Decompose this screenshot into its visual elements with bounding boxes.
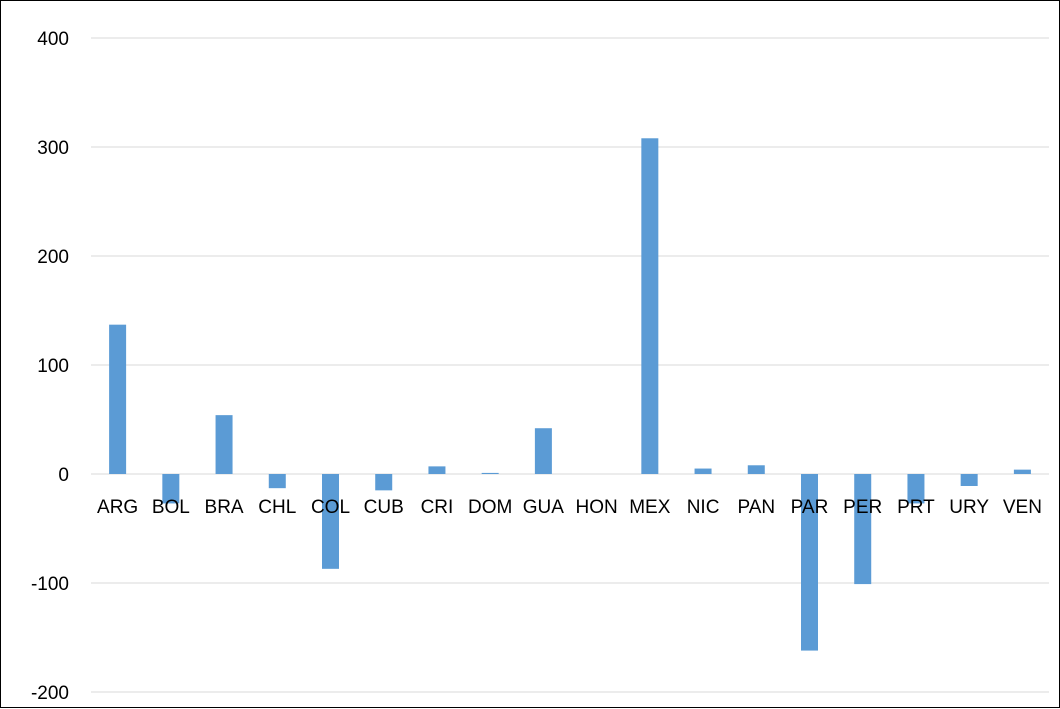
- bars-layer: [109, 138, 1031, 650]
- y-axis-tick-labels: 400 300 200 100 0 -100 -200: [31, 29, 69, 704]
- x-tick-label-chl: CHL: [258, 497, 296, 518]
- x-tick-label-par: PAR: [791, 497, 829, 518]
- y-tick-label: 100: [37, 356, 69, 377]
- y-tick-label: 0: [58, 465, 69, 486]
- bar-bra: [216, 415, 233, 474]
- bar-gua: [535, 428, 552, 474]
- grid-layer: [91, 38, 1049, 692]
- bar-ven: [1014, 470, 1031, 474]
- bar-ury: [961, 474, 978, 486]
- bar-dom: [482, 473, 499, 474]
- bar-pan: [748, 465, 765, 474]
- bar-mex: [641, 138, 658, 474]
- x-tick-label-pan: PAN: [737, 497, 775, 518]
- x-tick-label-dom: DOM: [468, 497, 512, 518]
- x-tick-label-prt: PRT: [897, 497, 935, 518]
- y-tick-label: 200: [37, 247, 69, 268]
- bar-nic: [695, 469, 712, 474]
- x-tick-label-bra: BRA: [205, 497, 244, 518]
- x-tick-label-ury: URY: [949, 497, 989, 518]
- bar-cub: [375, 474, 392, 490]
- bar-per: [854, 474, 871, 584]
- x-tick-label-bol: BOL: [152, 497, 190, 518]
- x-tick-label-arg: ARG: [97, 497, 138, 518]
- y-tick-label: 400: [37, 29, 69, 50]
- y-tick-label: 300: [37, 138, 69, 159]
- bar-arg: [109, 325, 126, 474]
- x-tick-label-gua: GUA: [523, 497, 565, 518]
- bar-chl: [269, 474, 286, 488]
- x-tick-label-mex: MEX: [629, 497, 671, 518]
- x-tick-label-ven: VEN: [1003, 497, 1042, 518]
- x-tick-label-hon: HON: [575, 497, 617, 518]
- x-tick-label-nic: NIC: [687, 497, 720, 518]
- x-tick-label-cri: CRI: [421, 497, 454, 518]
- x-axis-tick-labels: ARG BOL BRA CHL COL CUB CRI DOM GUA HON MEX NIC PAN P…: [97, 497, 1042, 518]
- x-tick-label-per: PER: [843, 497, 882, 518]
- x-tick-label-col: COL: [311, 497, 350, 518]
- x-tick-label-cub: CUB: [364, 497, 404, 518]
- bar-cri: [428, 466, 445, 474]
- bar-col: [322, 474, 339, 569]
- y-tick-label: -100: [31, 574, 69, 595]
- y-tick-label: -200: [31, 683, 69, 704]
